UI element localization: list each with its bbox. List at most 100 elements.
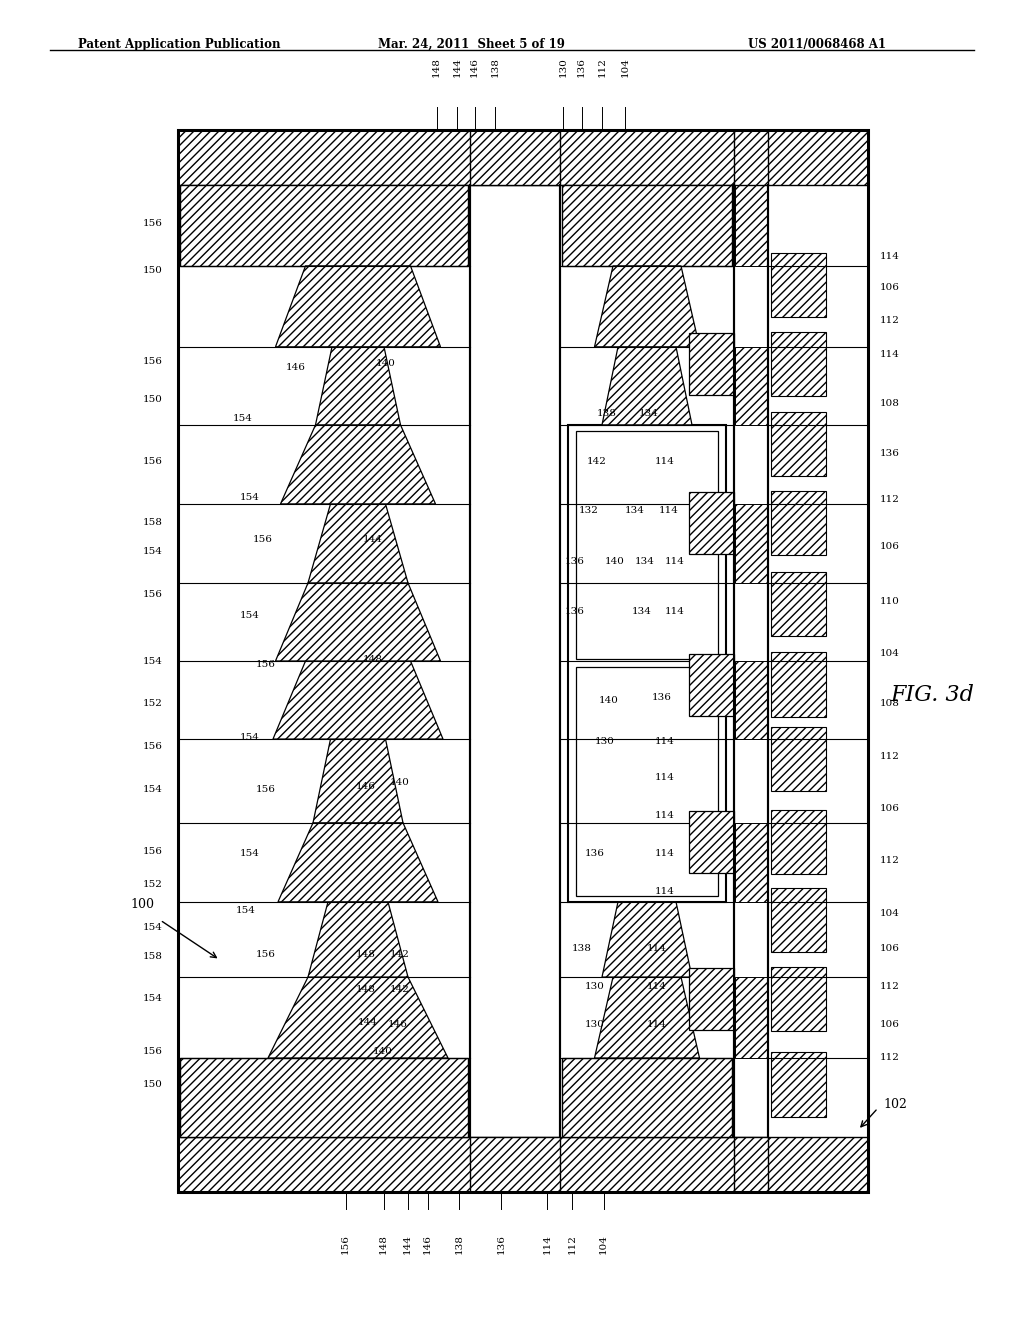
Text: 154: 154 <box>143 785 163 795</box>
Text: 148: 148 <box>356 985 376 994</box>
Text: 114: 114 <box>647 1020 667 1030</box>
Text: 156: 156 <box>143 847 163 855</box>
Polygon shape <box>315 347 400 425</box>
Text: 142: 142 <box>390 949 410 958</box>
Text: 146: 146 <box>286 363 306 372</box>
Text: 156: 156 <box>253 535 273 544</box>
Text: 146: 146 <box>470 57 479 77</box>
Bar <box>689 810 734 873</box>
Polygon shape <box>602 347 692 425</box>
Text: 156: 156 <box>143 356 163 366</box>
Bar <box>771 331 826 396</box>
Text: 150: 150 <box>143 267 163 275</box>
Text: 102: 102 <box>883 1098 907 1111</box>
Text: 156: 156 <box>256 949 275 958</box>
Bar <box>771 727 826 792</box>
Text: 154: 154 <box>143 656 163 665</box>
Text: 154: 154 <box>233 413 253 422</box>
Text: 144: 144 <box>453 57 462 77</box>
Polygon shape <box>268 977 449 1059</box>
Text: 136: 136 <box>497 1234 506 1254</box>
Bar <box>689 333 734 395</box>
Bar <box>735 347 767 425</box>
Text: 112: 112 <box>880 857 900 866</box>
Bar <box>771 966 826 1031</box>
Text: 130: 130 <box>585 982 605 991</box>
Text: 156: 156 <box>143 590 163 599</box>
Text: 134: 134 <box>635 557 655 565</box>
Text: 156: 156 <box>143 219 163 227</box>
Bar <box>734 1137 768 1192</box>
Text: 114: 114 <box>655 810 675 820</box>
Text: US 2011/0068468 A1: US 2011/0068468 A1 <box>748 38 886 51</box>
Bar <box>180 185 468 265</box>
Text: FIG. 3d: FIG. 3d <box>890 684 974 706</box>
Text: 154: 154 <box>240 611 260 620</box>
Text: 136: 136 <box>565 607 585 616</box>
Text: 154: 154 <box>240 492 260 502</box>
Polygon shape <box>275 265 440 347</box>
Bar <box>178 129 868 1192</box>
Text: 150: 150 <box>143 1080 163 1089</box>
Polygon shape <box>281 425 435 504</box>
Bar <box>771 572 826 636</box>
Text: 114: 114 <box>665 607 685 616</box>
Text: 146: 146 <box>423 1234 432 1254</box>
Text: 108: 108 <box>880 400 900 408</box>
Text: 156: 156 <box>256 660 275 669</box>
Text: 148: 148 <box>364 655 383 664</box>
Text: 134: 134 <box>632 607 652 616</box>
Bar <box>735 504 767 583</box>
Bar <box>771 652 826 717</box>
Text: 106: 106 <box>880 804 900 813</box>
Text: 106: 106 <box>880 284 900 292</box>
Text: Mar. 24, 2011  Sheet 5 of 19: Mar. 24, 2011 Sheet 5 of 19 <box>378 38 565 51</box>
Text: 158: 158 <box>143 519 163 528</box>
Text: 154: 154 <box>237 906 256 915</box>
Text: 154: 154 <box>240 733 260 742</box>
Bar <box>470 1137 560 1192</box>
Text: 132: 132 <box>579 506 599 515</box>
Text: 130: 130 <box>595 738 615 746</box>
Bar <box>470 129 560 185</box>
Bar <box>689 968 734 1030</box>
Bar <box>771 252 826 317</box>
Text: 154: 154 <box>143 994 163 1003</box>
Text: 140: 140 <box>605 557 625 565</box>
Text: 152: 152 <box>143 700 163 709</box>
Text: 140: 140 <box>376 359 396 368</box>
Bar <box>689 653 734 715</box>
Text: 114: 114 <box>647 982 667 991</box>
Bar <box>178 129 868 1192</box>
Bar <box>178 1137 868 1192</box>
Bar <box>575 668 718 896</box>
Text: 138: 138 <box>572 944 592 953</box>
Bar <box>771 491 826 556</box>
Bar <box>562 1059 732 1137</box>
Text: 112: 112 <box>880 1053 900 1063</box>
Text: 104: 104 <box>599 1234 608 1254</box>
Text: 106: 106 <box>880 944 900 953</box>
Text: 114: 114 <box>655 887 675 896</box>
Text: 114: 114 <box>647 944 667 953</box>
Text: 106: 106 <box>880 543 900 552</box>
Text: 104: 104 <box>621 57 630 77</box>
Text: 136: 136 <box>578 57 586 77</box>
Text: 114: 114 <box>655 738 675 746</box>
Text: 146: 146 <box>356 783 376 791</box>
Polygon shape <box>273 661 443 739</box>
Text: 130: 130 <box>558 57 567 77</box>
Text: 112: 112 <box>567 1234 577 1254</box>
Text: 114: 114 <box>880 350 900 359</box>
Text: 138: 138 <box>597 409 616 418</box>
Text: 158: 158 <box>143 952 163 961</box>
Polygon shape <box>602 902 692 977</box>
Text: 114: 114 <box>655 849 675 858</box>
Text: 138: 138 <box>490 57 500 77</box>
Text: Patent Application Publication: Patent Application Publication <box>78 38 281 51</box>
Text: 140: 140 <box>599 697 618 705</box>
Text: 154: 154 <box>143 923 163 932</box>
Text: 136: 136 <box>652 693 672 702</box>
Polygon shape <box>308 504 408 583</box>
Bar <box>771 1052 826 1117</box>
